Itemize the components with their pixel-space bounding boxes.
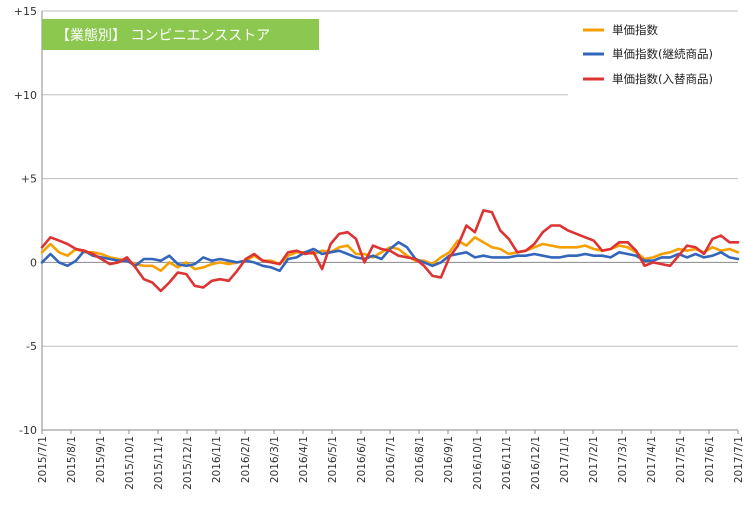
x-tick-label: 2016/5/1 bbox=[327, 436, 339, 483]
x-tick-label: 2016/2/1 bbox=[240, 436, 252, 483]
x-tick-label: 2016/4/1 bbox=[298, 436, 310, 483]
x-tick-label: 2016/6/1 bbox=[356, 436, 368, 483]
x-tick-label: 2015/12/1 bbox=[182, 436, 194, 490]
x-tick-label: 2017/1/1 bbox=[559, 436, 571, 483]
x-tick-label: 2017/5/1 bbox=[675, 436, 687, 483]
x-tick-label: 2017/2/1 bbox=[588, 436, 600, 483]
y-tick-label: +5 bbox=[21, 173, 37, 186]
x-tick-label: 2016/10/1 bbox=[472, 436, 484, 490]
series-line-replacement-products bbox=[40, 209, 740, 293]
y-tick-label: -10 bbox=[19, 424, 37, 437]
x-tick-label: 2015/7/1 bbox=[37, 436, 49, 483]
x-tick-label: 2016/7/1 bbox=[385, 436, 397, 483]
legend-label-unit-price: 単価指数 bbox=[612, 23, 658, 37]
chart-title-box: 【業態別】 コンビニエンスストア bbox=[42, 19, 319, 50]
x-tick-label: 2015/9/1 bbox=[95, 436, 107, 483]
x-tick-label: 2016/9/1 bbox=[443, 436, 455, 483]
y-tick-label: +15 bbox=[14, 5, 37, 18]
x-tick-label: 2016/12/1 bbox=[530, 436, 542, 490]
x-tick-label: 2017/4/1 bbox=[646, 436, 658, 483]
x-tick-label: 2016/3/1 bbox=[269, 436, 281, 483]
legend: 単価指数 単価指数(継続商品) 単価指数(入替商品) bbox=[568, 12, 738, 98]
series-line-continuing-products bbox=[40, 241, 740, 273]
x-tick-label: 2017/6/1 bbox=[704, 436, 716, 483]
y-tick-label: +10 bbox=[14, 89, 37, 102]
legend-label-continuing-products: 単価指数(継続商品) bbox=[612, 47, 713, 61]
y-tick-label: -5 bbox=[26, 340, 37, 353]
x-tick-label: 2017/7/1 bbox=[733, 436, 745, 483]
x-tick-label: 2016/8/1 bbox=[414, 436, 426, 483]
x-tick-label: 2015/10/1 bbox=[124, 436, 136, 490]
chart-title: 【業態別】 コンビニエンスストア bbox=[56, 28, 270, 44]
legend-label-replacement-products: 単価指数(入替商品) bbox=[612, 72, 713, 86]
series-layer bbox=[40, 209, 740, 293]
y-tick-label: 0 bbox=[30, 256, 37, 269]
x-tick-label: 2015/11/1 bbox=[153, 436, 165, 490]
x-tick-label: 2016/1/1 bbox=[211, 436, 223, 483]
x-tick-label: 2016/11/1 bbox=[501, 436, 513, 490]
x-tick-label: 2017/3/1 bbox=[617, 436, 629, 483]
x-tick-label: 2015/8/1 bbox=[66, 436, 78, 483]
chart-title-background bbox=[42, 19, 319, 50]
series-line-unit-price bbox=[40, 236, 740, 273]
